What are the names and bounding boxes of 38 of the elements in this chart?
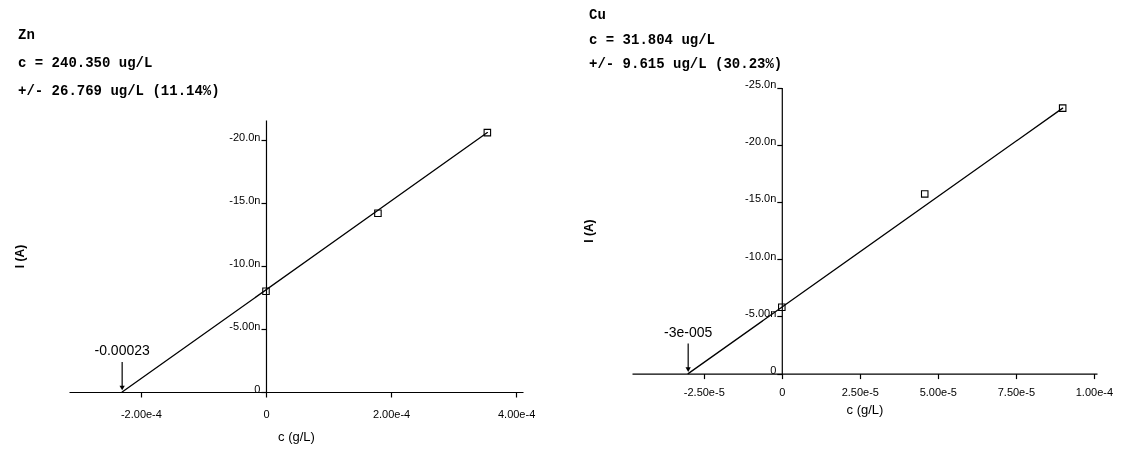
annotation: -3e-005 bbox=[664, 323, 713, 340]
y-tick-label: -10.0n bbox=[229, 256, 261, 269]
y-tick-label: -15.0n bbox=[745, 192, 777, 205]
chart-title: Cu bbox=[589, 7, 606, 23]
y-axis-title: I (A) bbox=[581, 219, 596, 243]
point bbox=[374, 209, 382, 217]
x-tick-label: 2.00e-4 bbox=[372, 407, 411, 420]
x-tick-label: 1.00e-4 bbox=[1075, 386, 1114, 399]
x-tick-label: -2.00e-4 bbox=[120, 407, 162, 420]
y-tick-label: -5.00n bbox=[229, 319, 261, 332]
x-tick-label: 2.50e-5 bbox=[841, 386, 879, 399]
x-tick-label: 5.00e-5 bbox=[919, 386, 957, 399]
x-tick-label: 0 bbox=[263, 407, 270, 420]
chart-title: Zn bbox=[18, 27, 35, 43]
point bbox=[483, 128, 492, 137]
y-tick-label: -25.0n bbox=[745, 78, 777, 90]
text: c = 31.804 ug/L bbox=[589, 31, 716, 48]
point bbox=[920, 190, 929, 198]
point bbox=[262, 287, 270, 296]
x-tick-label: 4.00e-4 bbox=[497, 407, 536, 420]
y-tick-label: 0 bbox=[770, 364, 777, 377]
x-axis-title: c (g/L) bbox=[278, 428, 315, 444]
text: +/- 9.615 ug/L (30.23%) bbox=[589, 56, 783, 72]
y-axis-title: I (A) bbox=[13, 244, 28, 269]
x-tick-label: 7.50e-5 bbox=[997, 386, 1036, 399]
point bbox=[1058, 104, 1067, 112]
text: +/- 26.769 ug/L (11.14%) bbox=[18, 83, 220, 99]
y-tick-label: -20.0n bbox=[229, 130, 261, 143]
point bbox=[778, 303, 786, 312]
x-axis-title: c (g/L) bbox=[846, 402, 884, 418]
y-tick-label: -10.0n bbox=[745, 249, 777, 262]
x-tick-label: 0 bbox=[779, 386, 786, 399]
annotation: -0.00023 bbox=[94, 342, 150, 358]
y-tick-label: -20.0n bbox=[745, 135, 777, 148]
y-tick-label: -5.00n bbox=[745, 306, 777, 319]
y-tick-label: -15.0n bbox=[229, 193, 261, 206]
text: c = 240.350 ug/L bbox=[18, 55, 153, 71]
x-tick-label: -2.50e-5 bbox=[683, 386, 725, 399]
